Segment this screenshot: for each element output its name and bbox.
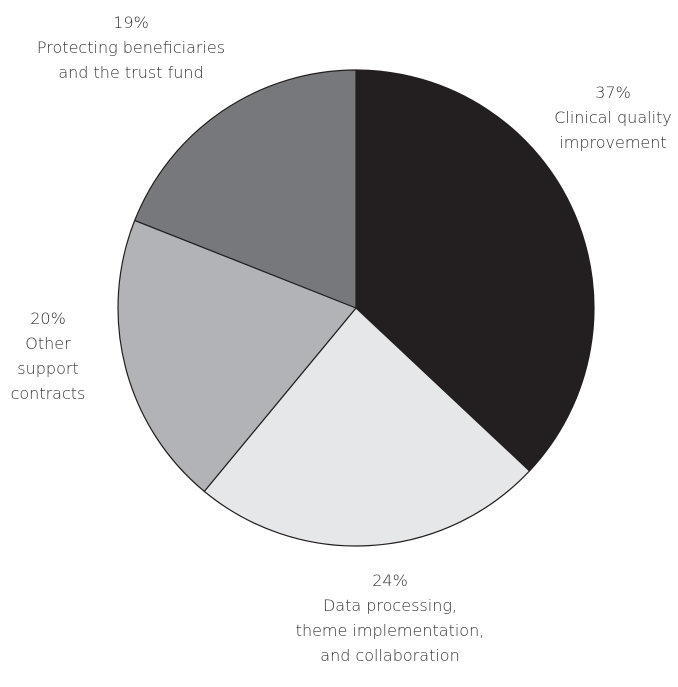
labels-layer: 37% Clinical quality improvement 24% Data pr…	[11, 13, 672, 665]
slice-label-group-4: 19% Protecting beneficiaries and the trust…	[37, 13, 225, 82]
slices-layer	[117, 69, 595, 547]
slice-label-group-2: 24% Data processing, theme implementation,…	[296, 571, 485, 665]
slice-label-group-1: 37% Clinical quality improvement	[554, 83, 672, 152]
slice-category-label-2-line-2: theme implementation,	[296, 621, 485, 640]
pie-slice-1	[355, 69, 595, 472]
slice-category-label-3-line-1: Other	[25, 334, 71, 353]
slice-category-label-2-line-3: and collaboration	[320, 646, 459, 665]
pie-slice-3	[117, 219, 357, 492]
slice-category-label-4-line-1: Protecting beneficiaries	[37, 38, 225, 57]
slice-percent-label-4: 19%	[113, 13, 149, 32]
slice-category-label-4-line-2: and the trust fund	[58, 63, 203, 82]
slice-category-label-2-line-1: Data processing,	[323, 596, 457, 615]
slice-percent-label-2: 24%	[372, 571, 408, 590]
pie-slice-2	[203, 307, 531, 547]
slice-category-label-1-line-1: Clinical quality	[554, 108, 672, 127]
pie-slice-4	[134, 69, 357, 309]
slice-category-label-3-line-2: support	[17, 359, 78, 378]
slice-percent-label-1: 37%	[595, 83, 631, 102]
slice-category-label-1-line-2: improvement	[559, 133, 666, 152]
slice-percent-label-3: 20%	[30, 309, 66, 328]
slice-category-label-3-line-3: contracts	[11, 384, 86, 403]
slice-label-group-3: 20% Other support contracts	[11, 309, 86, 403]
